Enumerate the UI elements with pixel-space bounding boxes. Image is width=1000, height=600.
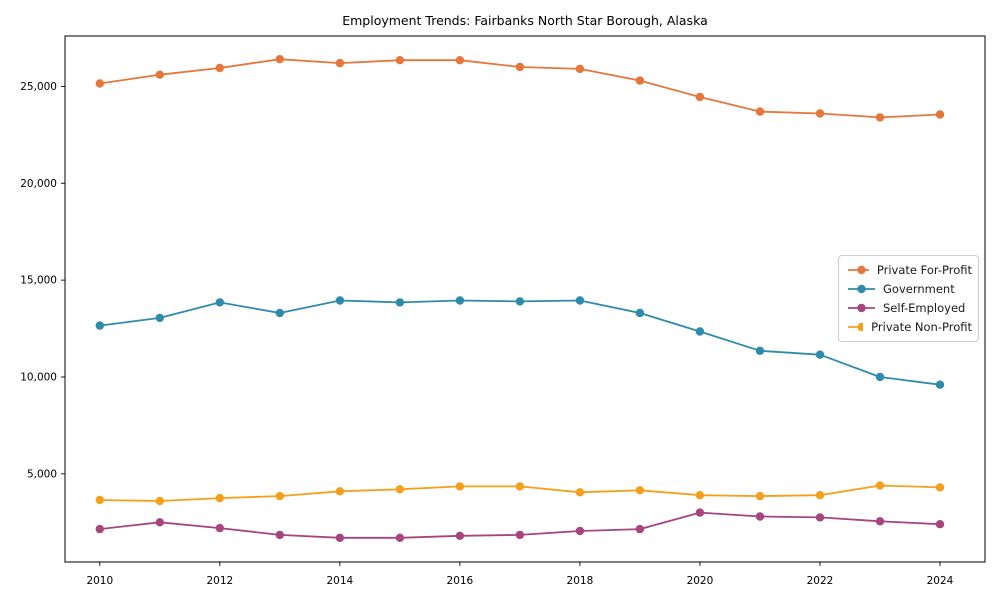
data-point-private-for-profit <box>275 55 284 64</box>
data-point-self-employed <box>215 523 224 533</box>
data-point-private-non-profit <box>755 491 765 501</box>
x-tick-label: 2010 <box>86 575 113 587</box>
data-point-private-for-profit <box>575 64 585 74</box>
data-point-self-employed <box>455 531 465 540</box>
data-point-private-for-profit <box>815 109 825 118</box>
data-point-self-employed <box>635 524 645 534</box>
data-point-government <box>155 313 164 323</box>
x-tick-label: 2022 <box>807 575 834 587</box>
data-point-private-non-profit <box>335 487 345 496</box>
data-point-government <box>575 296 585 305</box>
legend-marker-private-for-profit <box>848 265 869 275</box>
y-tick-label: 10,000 <box>20 372 57 384</box>
data-point-self-employed <box>815 513 825 522</box>
legend-label-private-non-profit: Private Non-Profit <box>871 320 972 334</box>
data-point-government <box>335 296 345 305</box>
legend-item-self-employed: Self-Employed <box>848 301 972 315</box>
data-point-self-employed <box>155 518 164 527</box>
legend-item-government: Government <box>848 282 972 296</box>
x-tick-label: 2012 <box>206 575 233 587</box>
data-point-private-non-profit <box>695 491 705 500</box>
plot-border <box>64 35 986 563</box>
y-tick-label: 15,000 <box>20 275 57 287</box>
data-point-private-for-profit <box>95 79 105 88</box>
data-point-government <box>695 327 705 336</box>
data-point-private-non-profit <box>515 482 525 491</box>
data-point-government <box>635 308 645 318</box>
data-point-self-employed <box>575 526 585 536</box>
data-point-government <box>935 380 945 389</box>
data-point-government <box>215 298 224 307</box>
data-point-private-for-profit <box>635 76 645 85</box>
data-point-private-for-profit <box>455 56 465 65</box>
data-point-private-for-profit <box>215 63 224 73</box>
y-tick-label: 20,000 <box>20 178 57 190</box>
x-tick-label: 2020 <box>687 575 714 587</box>
data-point-self-employed <box>515 530 525 540</box>
data-point-private-non-profit <box>935 483 945 492</box>
x-tick-label: 2014 <box>326 575 353 587</box>
data-point-government <box>95 321 105 330</box>
x-tick-label: 2024 <box>927 575 954 587</box>
data-point-self-employed <box>95 524 105 534</box>
legend-item-private-non-profit: Private Non-Profit <box>848 320 972 334</box>
data-point-self-employed <box>695 508 705 517</box>
data-point-government <box>815 350 825 359</box>
data-point-government <box>515 297 525 306</box>
data-point-private-for-profit <box>755 107 765 116</box>
data-point-self-employed <box>875 517 885 526</box>
data-point-private-non-profit <box>275 491 284 501</box>
data-point-private-non-profit <box>395 485 405 494</box>
data-point-private-for-profit <box>155 70 164 79</box>
x-tick-label: 2018 <box>567 575 594 587</box>
data-point-private-for-profit <box>335 58 345 68</box>
data-point-private-non-profit <box>455 482 465 491</box>
data-point-private-non-profit <box>635 486 645 495</box>
legend-box: Private For-Profit Government Self-Employe… <box>838 255 979 342</box>
x-tick-label: 2016 <box>447 575 474 587</box>
data-point-private-non-profit <box>815 491 825 500</box>
data-point-private-for-profit <box>935 110 945 119</box>
data-point-self-employed <box>935 520 945 529</box>
data-point-private-non-profit <box>95 495 105 505</box>
data-point-private-for-profit <box>875 113 885 122</box>
data-point-self-employed <box>395 533 405 542</box>
legend-label-private-for-profit: Private For-Profit <box>876 263 972 277</box>
chart-title: Employment Trends: Fairbanks North Star … <box>342 13 708 28</box>
data-point-self-employed <box>335 533 345 542</box>
data-point-private-for-profit <box>695 92 705 102</box>
data-point-self-employed <box>275 530 284 540</box>
data-point-private-non-profit <box>875 481 885 490</box>
legend-marker-self-employed <box>848 303 875 313</box>
data-point-government <box>875 372 885 382</box>
data-point-government <box>755 346 765 355</box>
legend-marker-private-non-profit <box>848 322 864 332</box>
data-point-private-non-profit <box>575 488 585 497</box>
series-line-government <box>99 299 941 386</box>
data-point-government <box>395 298 405 307</box>
data-point-self-employed <box>755 512 765 521</box>
data-point-private-for-profit <box>395 56 405 65</box>
legend-marker-government <box>848 284 875 294</box>
data-point-private-non-profit <box>215 493 224 503</box>
legend-label-government: Government <box>883 282 955 296</box>
data-point-government <box>455 296 465 305</box>
legend-item-private-for-profit: Private For-Profit <box>848 263 972 277</box>
y-tick-label: 5,000 <box>27 468 57 480</box>
legend-label-self-employed: Self-Employed <box>883 301 966 315</box>
data-point-government <box>275 308 284 318</box>
y-tick-label: 25,000 <box>20 81 57 93</box>
data-point-private-for-profit <box>515 62 525 72</box>
data-point-private-non-profit <box>155 496 164 506</box>
